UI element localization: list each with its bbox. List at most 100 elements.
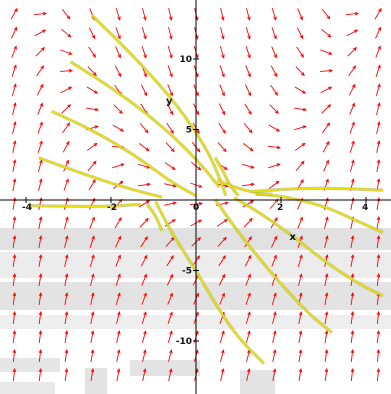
field-arrow xyxy=(166,103,174,116)
field-arrow xyxy=(220,8,225,21)
field-arrow xyxy=(166,255,174,267)
field-arrow xyxy=(324,292,329,305)
field-arrow xyxy=(220,349,225,362)
field-arrow xyxy=(219,65,225,78)
field-arrow xyxy=(38,273,43,286)
field-arrow xyxy=(60,86,73,94)
field-arrow xyxy=(246,330,251,343)
field-arrow xyxy=(245,27,251,40)
x-tick-label: -4 xyxy=(22,203,32,213)
y-tick-label: -10 xyxy=(176,337,192,347)
field-arrow xyxy=(38,216,43,229)
y-tick-label: 10 xyxy=(179,55,192,65)
field-arrow xyxy=(350,349,355,363)
field-arrow xyxy=(270,84,278,96)
field-arrow xyxy=(324,330,329,343)
field-arrow xyxy=(242,163,255,169)
field-arrow xyxy=(33,11,48,16)
field-arrow xyxy=(271,27,277,40)
field-arrow xyxy=(374,7,382,20)
field-arrow xyxy=(164,162,176,170)
direction-field-arrows xyxy=(10,7,382,382)
field-arrow xyxy=(64,330,69,343)
field-arrow xyxy=(349,102,355,115)
field-arrow xyxy=(38,235,43,248)
field-arrow xyxy=(12,367,17,382)
field-arrow xyxy=(140,254,148,267)
field-arrow xyxy=(115,254,121,267)
field-arrow xyxy=(295,66,305,77)
field-arrow xyxy=(375,83,381,96)
field-arrow xyxy=(38,311,43,325)
field-arrow xyxy=(218,103,226,116)
field-arrow xyxy=(142,8,147,21)
field-arrow xyxy=(376,140,381,153)
field-arrow xyxy=(112,163,125,169)
field-arrow xyxy=(167,311,173,324)
field-arrow xyxy=(88,179,96,191)
field-arrow xyxy=(112,124,125,132)
field-arrow xyxy=(350,368,355,382)
field-arrow xyxy=(271,292,277,305)
x-tick-label: 0 xyxy=(193,203,199,213)
solution-curve-12 xyxy=(251,186,384,194)
field-arrow xyxy=(349,159,355,172)
field-arrow xyxy=(38,349,43,363)
field-arrow xyxy=(219,84,225,97)
solution-curve-10 xyxy=(213,156,240,197)
field-arrow xyxy=(246,368,251,381)
field-arrow xyxy=(271,46,277,59)
field-arrow xyxy=(350,254,355,267)
field-arrow xyxy=(90,330,95,343)
field-arrow xyxy=(86,107,99,112)
field-arrow xyxy=(376,367,381,382)
field-arrow xyxy=(297,8,303,21)
field-arrow xyxy=(115,235,122,248)
field-arrow xyxy=(167,292,173,305)
field-arrow xyxy=(11,83,17,96)
field-arrow xyxy=(294,142,306,151)
field-arrow xyxy=(12,273,17,287)
field-arrow xyxy=(349,121,355,134)
field-arrow xyxy=(88,46,96,58)
field-arrow xyxy=(298,311,303,324)
field-arrow xyxy=(89,235,95,248)
field-arrow xyxy=(294,107,307,112)
field-arrow xyxy=(346,29,359,37)
field-arrow xyxy=(246,349,251,362)
field-arrow xyxy=(375,64,381,77)
field-arrow xyxy=(11,64,17,77)
field-arrow xyxy=(12,102,17,115)
field-arrow xyxy=(38,254,43,267)
field-arrow xyxy=(167,330,173,343)
field-arrow xyxy=(376,159,381,172)
field-arrow xyxy=(376,254,381,268)
field-arrow xyxy=(64,235,69,248)
field-arrow xyxy=(59,68,74,73)
field-arrow xyxy=(271,8,277,21)
field-arrow xyxy=(116,311,121,324)
field-arrow xyxy=(141,311,147,324)
background-band-5 xyxy=(130,360,200,376)
background-band-8 xyxy=(0,382,55,394)
field-arrow xyxy=(167,84,173,97)
field-arrow xyxy=(139,123,149,134)
background-band-7 xyxy=(240,370,275,394)
field-arrow xyxy=(320,86,333,94)
field-arrow xyxy=(218,255,226,267)
solution-curve-1 xyxy=(69,60,221,189)
field-arrow xyxy=(114,216,122,229)
field-arrow xyxy=(166,273,174,286)
field-arrow xyxy=(320,49,333,55)
field-arrow xyxy=(268,180,280,190)
background-band-4 xyxy=(0,358,60,372)
field-arrow xyxy=(375,45,381,58)
field-arrow xyxy=(321,104,332,114)
field-arrow xyxy=(296,46,304,58)
field-arrow xyxy=(141,84,148,97)
field-arrow xyxy=(38,292,43,306)
field-arrow xyxy=(62,122,71,134)
field-arrow xyxy=(37,121,43,134)
field-arrow xyxy=(376,216,381,229)
